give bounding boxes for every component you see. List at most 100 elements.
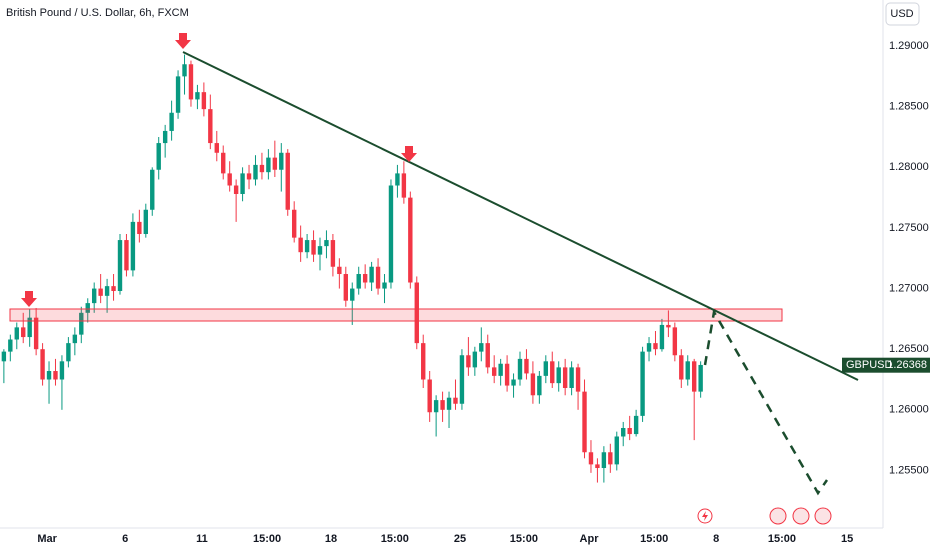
event-icons <box>697 507 832 525</box>
candle-body <box>279 152 284 170</box>
x-tick-label: 11 <box>196 533 208 545</box>
symbol-label: GBPUSD <box>846 359 893 371</box>
candle-body <box>556 367 561 384</box>
event-icon[interactable] <box>769 507 787 525</box>
candle-body <box>137 221 142 235</box>
x-tick-label: Apr <box>580 533 600 545</box>
candle-body <box>291 209 297 238</box>
candle-body <box>569 367 574 388</box>
candle-body <box>195 92 200 100</box>
candle-body <box>175 76 181 113</box>
candle-body <box>446 397 452 410</box>
candle-body <box>582 391 587 453</box>
x-tick-label: 15:00 <box>640 533 668 545</box>
candle-body <box>614 436 619 465</box>
candle-body <box>46 371 52 380</box>
candle-body <box>601 452 607 469</box>
candle-body <box>330 240 336 267</box>
candle-body <box>459 355 465 404</box>
candle-body <box>272 157 278 170</box>
candle-body <box>317 246 323 255</box>
event-icon[interactable] <box>814 507 832 525</box>
candle-body <box>111 286 116 291</box>
candle-body <box>150 169 155 210</box>
x-tick-label: 15:00 <box>253 533 281 545</box>
candle-body <box>485 343 490 368</box>
candle-body <box>621 428 626 437</box>
candle-body <box>214 143 219 153</box>
x-tick-label: 15:00 <box>510 533 538 545</box>
candle-body <box>298 237 303 253</box>
candle-body <box>653 343 658 350</box>
candle-body <box>550 361 555 384</box>
candle-body <box>382 282 387 289</box>
candle-body <box>124 240 129 271</box>
resistance-zone <box>9 308 783 322</box>
x-tick-label: 25 <box>454 533 466 545</box>
candle-body <box>395 173 400 186</box>
candle-body <box>479 343 484 352</box>
candle-body <box>156 143 161 170</box>
candle-body <box>504 363 510 386</box>
x-tick-label: 6 <box>122 533 128 545</box>
candle-body <box>350 288 355 301</box>
candle-body <box>221 152 226 174</box>
candle-body <box>401 173 407 198</box>
candle-body <box>304 240 310 253</box>
y-tick-label: 1.27500 <box>889 222 929 234</box>
candle-body <box>169 112 174 131</box>
candle-body <box>511 379 516 386</box>
candle-body <box>588 452 594 465</box>
chart-title: British Pound / U.S. Dollar, 6h, FXCM <box>6 7 189 19</box>
candle-body <box>240 173 245 194</box>
candle-body <box>356 274 361 289</box>
candle-body <box>466 355 471 368</box>
candle-body <box>59 361 65 380</box>
y-tick-label: 1.26000 <box>889 404 929 416</box>
candle-body <box>369 266 374 283</box>
candle-body <box>53 371 58 380</box>
candle-body <box>666 324 671 328</box>
candle-body <box>233 185 239 194</box>
candle-body <box>537 375 542 396</box>
candle-body <box>640 351 645 416</box>
candle-body <box>427 379 432 413</box>
candle-body <box>575 367 581 392</box>
candle-body <box>679 355 684 380</box>
candle-body <box>91 288 97 304</box>
candle-body <box>27 317 32 338</box>
candle-body <box>311 240 316 255</box>
candle-body <box>85 303 90 313</box>
candle-body <box>324 240 329 247</box>
event-icon[interactable] <box>792 507 810 525</box>
candle-body <box>517 358 523 380</box>
candle-body <box>375 266 381 289</box>
arrow-marker <box>175 33 191 49</box>
currency-label[interactable]: USD <box>890 8 913 20</box>
candle-body <box>472 351 478 368</box>
candle-body <box>685 361 690 380</box>
candle-body <box>266 157 271 173</box>
event-icon-glyph <box>702 511 708 521</box>
arrow-marker <box>401 146 417 162</box>
candle-body <box>66 343 71 362</box>
y-tick-label: 1.25500 <box>889 464 929 476</box>
candle-body <box>659 324 665 350</box>
candle-body <box>117 240 123 291</box>
candle-body <box>672 327 678 356</box>
candle-body <box>337 266 342 275</box>
candle-body <box>595 464 600 469</box>
x-tick-label: 15:00 <box>381 533 409 545</box>
candle-body <box>208 109 213 144</box>
candle-body <box>162 130 168 144</box>
candle-body <box>98 288 103 296</box>
candle-body <box>627 428 632 435</box>
candle-body <box>414 282 419 344</box>
currency-button[interactable] <box>885 2 920 26</box>
x-tick-label: Mar <box>37 533 57 545</box>
candle-body <box>188 64 194 100</box>
candle-body <box>698 364 703 392</box>
candle-body <box>543 361 549 376</box>
